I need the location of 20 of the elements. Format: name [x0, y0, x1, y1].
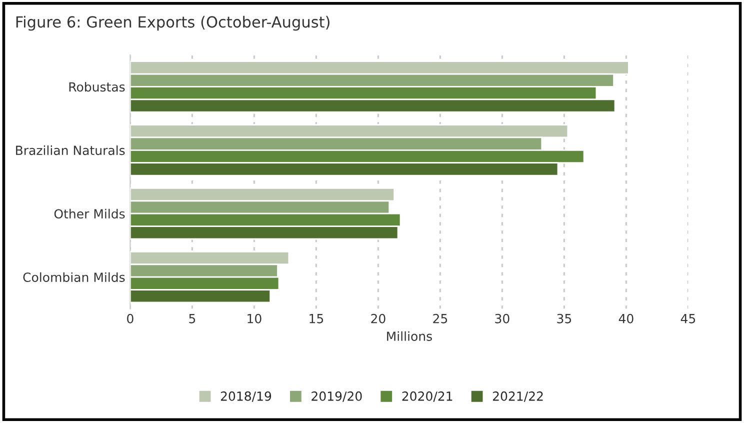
legend-label: 2018/19	[220, 391, 272, 402]
x-tick-label: 35	[557, 314, 572, 324]
x-axis-title: Millions	[387, 331, 432, 341]
y-tick-label: Brazilian Naturals	[16, 145, 125, 156]
legend-label: 2021/22	[492, 391, 543, 402]
x-tick-label: 25	[433, 314, 448, 324]
y-tick-label: Colombian Milds	[23, 272, 125, 282]
legend-label: 2019/20	[312, 391, 362, 402]
x-tick-label: 30	[495, 314, 510, 324]
y-tick-label: Robustas	[69, 82, 125, 92]
x-tick-label: 15	[310, 314, 324, 324]
x-tick-label: 10	[248, 314, 262, 324]
x-tick-label: 5	[189, 314, 196, 324]
x-tick-label: 45	[680, 314, 696, 324]
x-tick-label: 0	[127, 314, 134, 324]
chart-title: Figure 6: Green Exports (October-August)	[16, 16, 330, 31]
y-tick-label: Other Milds	[54, 208, 125, 219]
x-tick-label: 40	[618, 314, 634, 324]
legend-label: 2020/21	[402, 391, 452, 402]
x-tick-label: 20	[371, 314, 386, 324]
